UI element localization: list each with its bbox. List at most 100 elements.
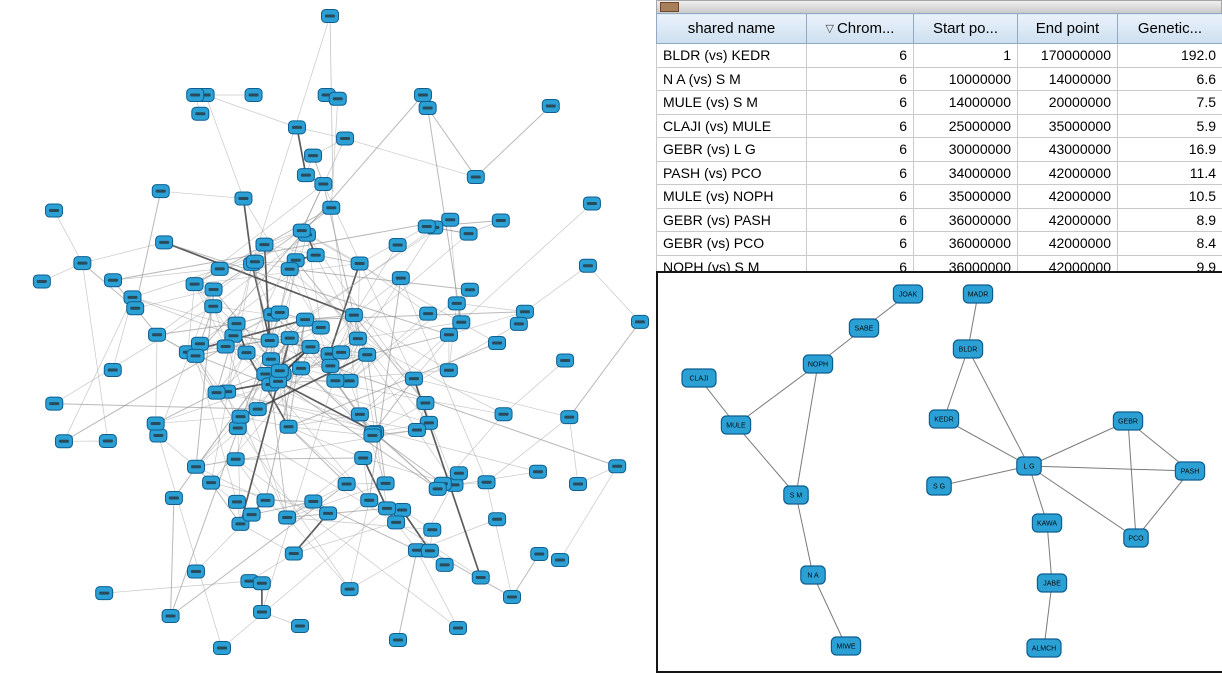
network-node[interactable]	[187, 349, 204, 362]
network-node[interactable]	[609, 460, 626, 473]
network-node[interactable]	[453, 316, 470, 329]
network-node[interactable]	[293, 362, 310, 375]
network-node[interactable]	[510, 317, 527, 330]
network-node[interactable]	[329, 92, 346, 105]
network-node[interactable]	[364, 429, 381, 442]
network-node[interactable]	[187, 565, 204, 578]
network-node[interactable]	[504, 591, 521, 604]
subnet-edge-NOPH-MULE[interactable]	[736, 364, 818, 425]
cell-genetic[interactable]: 11.4	[1118, 161, 1222, 185]
network-node[interactable]	[191, 337, 208, 350]
network-node[interactable]	[320, 507, 337, 520]
network-node[interactable]	[529, 465, 546, 478]
network-node[interactable]	[147, 417, 164, 430]
cell-chromosome[interactable]: 6	[807, 185, 914, 209]
network-node[interactable]	[472, 571, 489, 584]
network-node[interactable]	[379, 502, 396, 515]
subnet-edge-S M-N A[interactable]	[796, 495, 813, 575]
cell-shared-name[interactable]: CLAJI (vs) MULE	[657, 114, 807, 138]
subnet-node-KAWA[interactable]: KAWA	[1032, 514, 1061, 532]
network-node[interactable]	[394, 503, 411, 516]
network-node[interactable]	[570, 477, 587, 490]
network-node[interactable]	[261, 334, 278, 347]
subnet-node-MIWE[interactable]: MIWE	[831, 637, 860, 655]
network-node[interactable]	[390, 634, 407, 647]
network-node[interactable]	[323, 201, 340, 214]
subnet-edge-NOPH-S M[interactable]	[796, 364, 818, 495]
network-node[interactable]	[632, 315, 649, 328]
cell-shared-name[interactable]: N A (vs) S M	[657, 67, 807, 91]
cell-chromosome[interactable]: 6	[807, 91, 914, 115]
network-node[interactable]	[436, 558, 453, 571]
network-node[interactable]	[552, 554, 569, 567]
subnet-node-JOAK[interactable]: JOAK	[893, 285, 922, 303]
subnet-node-NOPH[interactable]: NOPH	[803, 355, 832, 373]
network-node[interactable]	[214, 642, 231, 655]
network-node[interactable]	[389, 238, 406, 251]
network-node[interactable]	[254, 606, 271, 619]
cell-genetic[interactable]: 192.0	[1118, 44, 1222, 68]
network-node[interactable]	[187, 89, 204, 102]
network-node[interactable]	[104, 363, 121, 376]
network-node[interactable]	[461, 283, 478, 296]
network-node[interactable]	[257, 494, 274, 507]
network-node[interactable]	[281, 332, 298, 345]
subnet-node-S G[interactable]: S G	[927, 477, 951, 495]
network-node[interactable]	[279, 511, 296, 524]
network-node[interactable]	[351, 408, 368, 421]
cell-genetic[interactable]: 5.9	[1118, 114, 1222, 138]
subnet-node-SABE[interactable]: SABE	[849, 319, 878, 337]
network-node[interactable]	[165, 492, 182, 505]
cell-start-position[interactable]: 35000000	[914, 185, 1018, 209]
network-node[interactable]	[227, 453, 244, 466]
subnet-edge-BLDR-KEDR[interactable]	[944, 349, 968, 419]
network-node[interactable]	[440, 364, 457, 377]
network-node[interactable]	[467, 171, 484, 184]
cell-end-point[interactable]: 20000000	[1018, 91, 1118, 115]
subnet-edge-L G-GEBR[interactable]	[1029, 421, 1128, 466]
network-node[interactable]	[232, 410, 249, 423]
cell-chromosome[interactable]: 6	[807, 114, 914, 138]
network-node[interactable]	[246, 255, 263, 268]
network-node[interactable]	[203, 476, 220, 489]
cell-genetic[interactable]: 10.5	[1118, 185, 1222, 209]
network-node[interactable]	[424, 523, 441, 536]
cell-end-point[interactable]: 42000000	[1018, 161, 1118, 185]
cell-shared-name[interactable]: GEBR (vs) PCO	[657, 232, 807, 256]
cell-chromosome[interactable]: 6	[807, 232, 914, 256]
network-node[interactable]	[421, 544, 438, 557]
network-node[interactable]	[205, 300, 222, 313]
network-node[interactable]	[557, 354, 574, 367]
network-node[interactable]	[253, 577, 270, 590]
network-node[interactable]	[55, 435, 72, 448]
network-node[interactable]	[305, 149, 322, 162]
network-node[interactable]	[338, 477, 355, 490]
network-node[interactable]	[542, 99, 559, 112]
network-node[interactable]	[419, 102, 436, 115]
subnet-edge-S G-L G[interactable]	[939, 466, 1029, 486]
cell-genetic[interactable]: 6.6	[1118, 67, 1222, 91]
cell-start-position[interactable]: 10000000	[914, 67, 1018, 91]
network-node[interactable]	[205, 283, 222, 296]
network-node[interactable]	[516, 305, 533, 318]
subnet-node-KEDR[interactable]: KEDR	[929, 410, 958, 428]
network-node[interactable]	[450, 622, 467, 635]
network-node[interactable]	[152, 185, 169, 198]
toolbar-chip-icon[interactable]	[660, 2, 679, 12]
network-node[interactable]	[405, 372, 422, 385]
network-node[interactable]	[388, 516, 405, 529]
main-network-canvas[interactable]	[0, 0, 656, 669]
network-node[interactable]	[96, 587, 113, 600]
cell-chromosome[interactable]: 6	[807, 138, 914, 162]
cell-start-position[interactable]: 1	[914, 44, 1018, 68]
network-node[interactable]	[351, 257, 368, 270]
subnet-node-PCO[interactable]: PCO	[1124, 529, 1148, 547]
cell-start-position[interactable]: 30000000	[914, 138, 1018, 162]
network-node[interactable]	[305, 495, 322, 508]
network-node[interactable]	[271, 364, 288, 377]
